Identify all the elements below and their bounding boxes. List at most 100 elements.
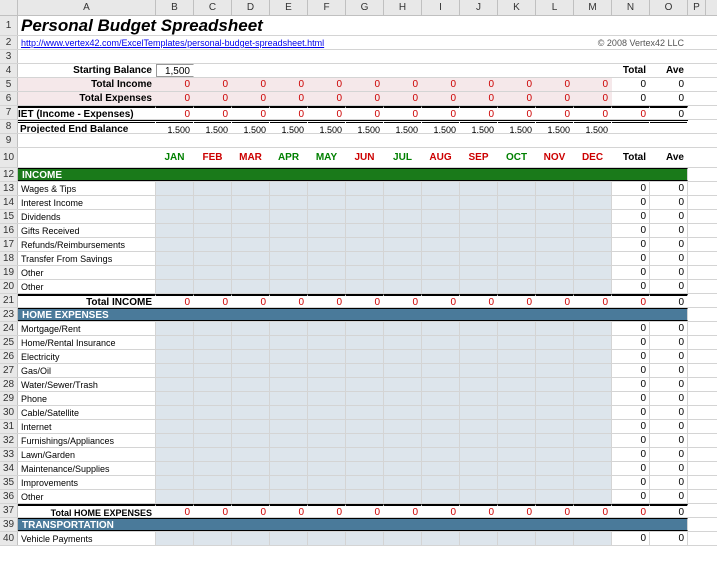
home-row-4-m2[interactable] bbox=[232, 378, 270, 391]
income-row-3-m10[interactable] bbox=[536, 224, 574, 237]
income-row-1-m10[interactable] bbox=[536, 196, 574, 209]
income-row-7-m0[interactable] bbox=[156, 280, 194, 293]
income-row-2-m10[interactable] bbox=[536, 210, 574, 223]
col-header-C[interactable]: C bbox=[194, 0, 232, 15]
home-row-7-m9[interactable] bbox=[498, 420, 536, 433]
income-row-5-label[interactable]: Transfer From Savings bbox=[18, 252, 156, 265]
income-row-0-m10[interactable] bbox=[536, 182, 574, 195]
home-row-8-m9[interactable] bbox=[498, 434, 536, 447]
home-row-7-m1[interactable] bbox=[194, 420, 232, 433]
income-row-6-m2[interactable] bbox=[232, 266, 270, 279]
home-row-1-m2[interactable] bbox=[232, 336, 270, 349]
income-row-5-m4[interactable] bbox=[308, 252, 346, 265]
home-row-10-m11[interactable] bbox=[574, 462, 612, 475]
home-row-8-m0[interactable] bbox=[156, 434, 194, 447]
row-header-23[interactable]: 23 bbox=[0, 308, 18, 321]
income-row-2-m2[interactable] bbox=[232, 210, 270, 223]
income-row-4-m2[interactable] bbox=[232, 238, 270, 251]
home-row-8-m2[interactable] bbox=[232, 434, 270, 447]
transport-row-0-m7[interactable] bbox=[422, 532, 460, 545]
home-row-11-m5[interactable] bbox=[346, 476, 384, 489]
home-row-6-m4[interactable] bbox=[308, 406, 346, 419]
home-row-0-m7[interactable] bbox=[422, 322, 460, 335]
home-row-2-label[interactable]: Electricity bbox=[18, 350, 156, 363]
home-row-8-m5[interactable] bbox=[346, 434, 384, 447]
row-header-5[interactable]: 5 bbox=[0, 78, 18, 91]
home-row-5-label[interactable]: Phone bbox=[18, 392, 156, 405]
home-row-9-m2[interactable] bbox=[232, 448, 270, 461]
income-row-4-m3[interactable] bbox=[270, 238, 308, 251]
home-row-1-m10[interactable] bbox=[536, 336, 574, 349]
transport-row-0-label[interactable]: Vehicle Payments bbox=[18, 532, 156, 545]
home-row-0-m1[interactable] bbox=[194, 322, 232, 335]
home-row-0-m10[interactable] bbox=[536, 322, 574, 335]
home-row-6-m9[interactable] bbox=[498, 406, 536, 419]
home-row-12-m8[interactable] bbox=[460, 490, 498, 503]
home-row-11-m1[interactable] bbox=[194, 476, 232, 489]
income-row-7-m10[interactable] bbox=[536, 280, 574, 293]
row-header-19[interactable]: 19 bbox=[0, 266, 18, 279]
income-row-3-m9[interactable] bbox=[498, 224, 536, 237]
home-row-1-label[interactable]: Home/Rental Insurance bbox=[18, 336, 156, 349]
home-row-4-m1[interactable] bbox=[194, 378, 232, 391]
income-row-6-label[interactable]: Other bbox=[18, 266, 156, 279]
home-row-12-m10[interactable] bbox=[536, 490, 574, 503]
row-header-6[interactable]: 6 bbox=[0, 92, 18, 105]
income-row-3-m1[interactable] bbox=[194, 224, 232, 237]
home-row-3-m2[interactable] bbox=[232, 364, 270, 377]
income-row-7-m11[interactable] bbox=[574, 280, 612, 293]
income-row-5-m3[interactable] bbox=[270, 252, 308, 265]
income-row-1-m6[interactable] bbox=[384, 196, 422, 209]
home-row-6-m5[interactable] bbox=[346, 406, 384, 419]
income-row-5-m10[interactable] bbox=[536, 252, 574, 265]
home-row-1-m11[interactable] bbox=[574, 336, 612, 349]
home-row-5-m9[interactable] bbox=[498, 392, 536, 405]
home-row-2-m3[interactable] bbox=[270, 350, 308, 363]
income-row-5-m2[interactable] bbox=[232, 252, 270, 265]
home-row-1-m0[interactable] bbox=[156, 336, 194, 349]
home-row-3-m9[interactable] bbox=[498, 364, 536, 377]
row-header-39[interactable]: 39 bbox=[0, 518, 18, 531]
home-row-10-m5[interactable] bbox=[346, 462, 384, 475]
home-row-9-m11[interactable] bbox=[574, 448, 612, 461]
home-row-0-label[interactable]: Mortgage/Rent bbox=[18, 322, 156, 335]
income-row-5-m11[interactable] bbox=[574, 252, 612, 265]
income-row-4-m7[interactable] bbox=[422, 238, 460, 251]
row-header-34[interactable]: 34 bbox=[0, 462, 18, 475]
income-row-1-m3[interactable] bbox=[270, 196, 308, 209]
income-row-0-m2[interactable] bbox=[232, 182, 270, 195]
income-row-2-m6[interactable] bbox=[384, 210, 422, 223]
home-row-3-m11[interactable] bbox=[574, 364, 612, 377]
income-row-0-m0[interactable] bbox=[156, 182, 194, 195]
col-header-L[interactable]: L bbox=[536, 0, 574, 15]
home-row-7-m4[interactable] bbox=[308, 420, 346, 433]
income-row-7-m8[interactable] bbox=[460, 280, 498, 293]
col-header-B[interactable]: B bbox=[156, 0, 194, 15]
row-header-16[interactable]: 16 bbox=[0, 224, 18, 237]
home-row-8-m7[interactable] bbox=[422, 434, 460, 447]
col-header-G[interactable]: G bbox=[346, 0, 384, 15]
transport-row-0-m2[interactable] bbox=[232, 532, 270, 545]
income-row-7-label[interactable]: Other bbox=[18, 280, 156, 293]
starting-balance-value[interactable]: 1,500 bbox=[156, 64, 194, 77]
home-row-7-m6[interactable] bbox=[384, 420, 422, 433]
row-header-28[interactable]: 28 bbox=[0, 378, 18, 391]
income-row-0-m3[interactable] bbox=[270, 182, 308, 195]
home-row-3-m5[interactable] bbox=[346, 364, 384, 377]
home-row-11-m11[interactable] bbox=[574, 476, 612, 489]
home-row-12-m4[interactable] bbox=[308, 490, 346, 503]
transport-row-0-m5[interactable] bbox=[346, 532, 384, 545]
row-header-2[interactable]: 2 bbox=[0, 36, 18, 49]
transport-row-0-m8[interactable] bbox=[460, 532, 498, 545]
income-row-5-m7[interactable] bbox=[422, 252, 460, 265]
income-row-3-m11[interactable] bbox=[574, 224, 612, 237]
home-row-2-m7[interactable] bbox=[422, 350, 460, 363]
income-row-0-label[interactable]: Wages & Tips bbox=[18, 182, 156, 195]
income-row-5-m0[interactable] bbox=[156, 252, 194, 265]
home-row-7-m3[interactable] bbox=[270, 420, 308, 433]
home-row-9-m0[interactable] bbox=[156, 448, 194, 461]
home-row-5-m2[interactable] bbox=[232, 392, 270, 405]
home-row-11-m7[interactable] bbox=[422, 476, 460, 489]
home-row-8-m8[interactable] bbox=[460, 434, 498, 447]
transport-row-0-m0[interactable] bbox=[156, 532, 194, 545]
